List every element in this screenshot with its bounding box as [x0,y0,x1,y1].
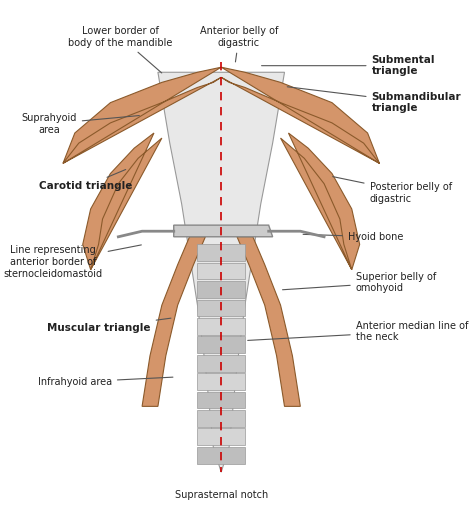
Polygon shape [198,447,245,464]
Text: Line representing
anterior border of
sternocleidomastoid: Line representing anterior border of ste… [3,245,141,279]
Text: Hyoid bone: Hyoid bone [303,232,403,242]
Polygon shape [142,237,205,406]
Polygon shape [198,281,245,298]
Text: Anterior median line of
the neck: Anterior median line of the neck [248,321,468,342]
Text: Suprasternal notch: Suprasternal notch [174,490,268,500]
Polygon shape [198,355,245,372]
Text: Infrahyoid area: Infrahyoid area [38,377,173,387]
Polygon shape [281,133,360,270]
Text: Posterior belly of
digastric: Posterior belly of digastric [333,177,452,204]
Polygon shape [198,429,245,445]
Polygon shape [198,263,245,279]
Text: Superior belly of
omohyoid: Superior belly of omohyoid [283,271,436,293]
Polygon shape [63,67,221,163]
Polygon shape [198,244,245,261]
Text: Anterior belly of
digastric: Anterior belly of digastric [200,26,278,62]
Polygon shape [237,237,301,406]
Polygon shape [198,373,245,390]
Text: Submandibular
triangle: Submandibular triangle [287,87,461,114]
Polygon shape [158,72,284,472]
Polygon shape [83,133,162,270]
Polygon shape [174,225,273,237]
Polygon shape [198,410,245,427]
Text: Suprahyoid
area: Suprahyoid area [21,113,139,135]
Text: Muscular triangle: Muscular triangle [47,318,171,333]
Text: Submental
triangle: Submental triangle [262,55,435,76]
Polygon shape [198,318,245,335]
Polygon shape [198,336,245,353]
Text: Carotid triangle: Carotid triangle [39,169,133,191]
Polygon shape [198,391,245,408]
Polygon shape [198,300,245,316]
Polygon shape [221,67,380,163]
Text: Lower border of
body of the mandible: Lower border of body of the mandible [68,26,173,73]
